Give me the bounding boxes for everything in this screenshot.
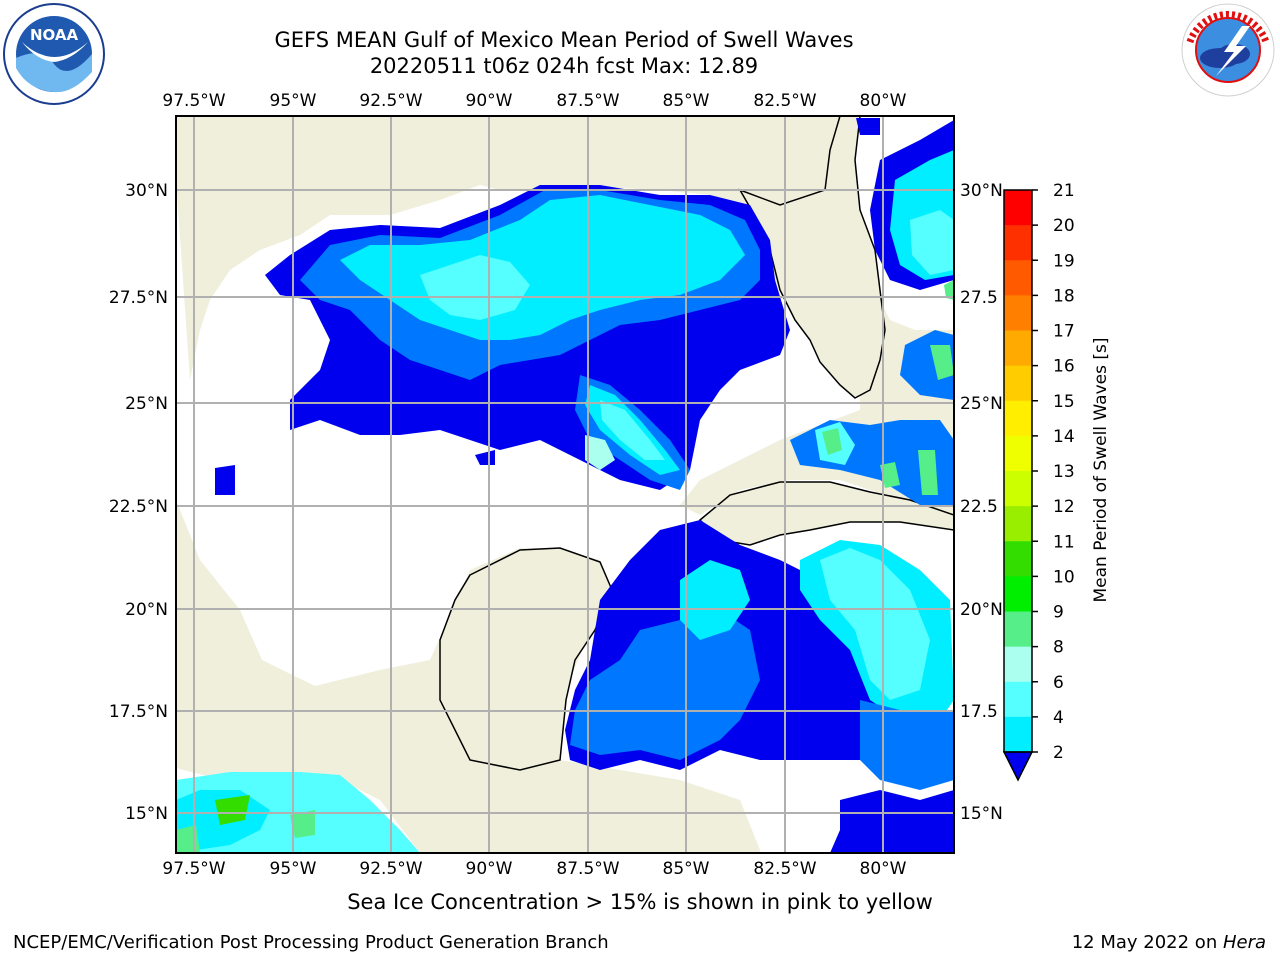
lon-bottom-label: 82.5°W: [753, 859, 816, 879]
colorbar-segment: [1004, 190, 1032, 226]
colorbar-segment: [1004, 260, 1032, 296]
colorbar-segment: [1004, 435, 1032, 472]
render-date-text: 12 May 2022 on: [1071, 932, 1223, 953]
colorbar-tick-label: 6: [1053, 673, 1064, 693]
colorbar-tick-label: 12: [1053, 497, 1075, 517]
lat-right-label: 30°N: [960, 181, 1003, 201]
colorbar-tick-label: 15: [1053, 392, 1075, 412]
lat-right-label: 17.5: [960, 702, 998, 722]
national-weather-service-logo-icon: [1181, 3, 1275, 97]
lat-right-label: 25°N: [960, 394, 1003, 414]
lat-right-label: 20°N: [960, 600, 1003, 620]
colorbar-tick-label: 8: [1053, 638, 1064, 658]
colorbar-tick-label: 18: [1053, 286, 1075, 306]
lon-bottom-label: 92.5°W: [359, 859, 422, 879]
yucatan: [439, 547, 613, 771]
lat-left-label: 30°N: [125, 181, 168, 201]
colorbar-tick-label: 19: [1053, 251, 1075, 271]
colorbar-segment: [1004, 716, 1032, 753]
colorbar-segment: [1004, 330, 1032, 367]
cuba: [698, 481, 954, 546]
producer-credit: NCEP/EMC/Verification Post Processing Pr…: [13, 932, 609, 953]
lon-bottom-label: 80°W: [860, 859, 907, 879]
colorbar-tick-label: 11: [1053, 532, 1075, 552]
lon-top-label: 85°W: [663, 91, 710, 111]
map-area: [176, 116, 954, 853]
lon-bottom-label: 95°W: [270, 859, 317, 879]
colorbar: 21 20 19 18 17 16 15 14 13 12 11 10 9 8 6 4 2: [1002, 181, 1075, 782]
colorbar-tick-label: 10: [1053, 567, 1075, 587]
chart-title: GEFS MEAN Gulf of Mexico Mean Period of …: [274, 28, 854, 52]
colorbar-tick-label: 4: [1053, 708, 1064, 728]
lon-labels: 97.5°W 95°W 92.5°W 90°W 87.5°W 85°W 82.5…: [162, 91, 906, 879]
colorbar-segment: [1004, 400, 1032, 437]
colorbar-segment: [1004, 576, 1032, 612]
lon-bottom-label: 85°W: [663, 859, 710, 879]
colorbar-segment: [1004, 506, 1032, 542]
lat-left-label: 22.5°N: [109, 497, 168, 517]
colorbar-tick-label: 9: [1053, 603, 1064, 623]
colorbar-tick-label: 20: [1053, 216, 1075, 236]
colorbar-segment: [1004, 295, 1032, 331]
lat-left-label: 25°N: [125, 394, 168, 414]
lon-bottom-label: 90°W: [466, 859, 513, 879]
lat-left-label: 17.5°N: [109, 702, 168, 722]
colorbar-tick-label: 17: [1053, 322, 1075, 342]
lat-labels-right: 30°N 27.5 25°N 22.5 20°N 17.5 15°N: [960, 181, 1003, 824]
noaa-logo-icon: NOAA: [3, 3, 105, 105]
colorbar-tick-label: 21: [1053, 181, 1075, 201]
lat-right-label: 27.5: [960, 288, 998, 308]
colorbar-segment: [1004, 681, 1032, 718]
colorbar-segment: [1004, 225, 1032, 261]
lat-right-label: 15°N: [960, 804, 1003, 824]
lon-top-label: 95°W: [270, 91, 317, 111]
chart-subtitle: 20220511 t06z 024h fcst Max: 12.89: [369, 54, 759, 78]
lon-bottom-label: 97.5°W: [162, 859, 225, 879]
lon-top-label: 80°W: [860, 91, 907, 111]
lon-top-label: 87.5°W: [556, 91, 619, 111]
lon-top-label: 92.5°W: [359, 91, 422, 111]
lon-top-label: 97.5°W: [162, 91, 225, 111]
lat-labels-left: 30°N 27.5°N 25°N 22.5°N 20°N 17.5°N 15°N: [109, 181, 168, 824]
colorbar-tick-label: 2: [1053, 743, 1064, 763]
sea-ice-note: Sea Ice Concentration > 15% is shown in …: [347, 890, 933, 914]
colorbar-segment: [1004, 365, 1032, 402]
colorbar-segment: [1004, 611, 1032, 648]
host-name: Hera: [1222, 932, 1266, 953]
colorbar-segment: [1004, 646, 1032, 683]
lon-bottom-label: 87.5°W: [556, 859, 619, 879]
colorbar-extend-arrow: [1002, 751, 1034, 782]
map-frame: [175, 115, 955, 854]
gridlines: [176, 116, 954, 853]
lat-left-label: 27.5°N: [109, 288, 168, 308]
colorbar-tick-label: 14: [1053, 427, 1075, 447]
colorbar-segment: [1004, 471, 1032, 507]
lon-top-label: 82.5°W: [753, 91, 816, 111]
lat-left-label: 20°N: [125, 600, 168, 620]
colorbar-label: Mean Period of Swell Waves [s]: [1091, 338, 1111, 603]
lon-top-label: 90°W: [466, 91, 513, 111]
colorbar-tick-label: 13: [1053, 462, 1075, 482]
lat-right-label: 22.5: [960, 497, 998, 517]
svg-text:NOAA: NOAA: [30, 26, 79, 44]
lat-left-label: 15°N: [125, 804, 168, 824]
colorbar-segment: [1004, 541, 1032, 577]
colorbar-tick-label: 16: [1053, 357, 1075, 377]
render-date: 12 May 2022 on Hera: [1072, 932, 1266, 953]
